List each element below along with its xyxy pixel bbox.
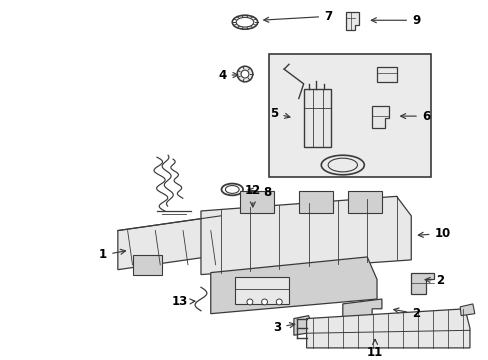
Text: 13: 13 <box>171 296 195 309</box>
Text: 4: 4 <box>218 68 238 81</box>
Bar <box>298 192 332 213</box>
Polygon shape <box>201 196 410 275</box>
Polygon shape <box>293 316 311 335</box>
Bar <box>132 255 162 275</box>
Bar <box>376 67 396 82</box>
Polygon shape <box>371 106 388 128</box>
Bar <box>303 89 330 147</box>
Polygon shape <box>306 309 469 348</box>
Text: 5: 5 <box>270 107 289 120</box>
Polygon shape <box>459 304 474 316</box>
Text: 10: 10 <box>417 227 450 240</box>
Text: 2: 2 <box>424 274 444 287</box>
Text: 8: 8 <box>247 186 271 199</box>
Polygon shape <box>210 257 376 314</box>
Circle shape <box>276 299 282 305</box>
Text: 3: 3 <box>273 321 294 334</box>
Text: 2: 2 <box>393 307 419 320</box>
Circle shape <box>237 66 252 82</box>
Polygon shape <box>342 299 381 321</box>
Polygon shape <box>118 216 220 270</box>
Circle shape <box>246 299 252 305</box>
Text: 6: 6 <box>400 109 429 123</box>
Text: 1: 1 <box>99 248 125 261</box>
Text: 7: 7 <box>263 10 331 23</box>
Bar <box>235 276 288 304</box>
Polygon shape <box>410 273 433 294</box>
Text: 12: 12 <box>244 184 261 207</box>
Text: 11: 11 <box>366 339 383 359</box>
Bar <box>347 192 381 213</box>
Circle shape <box>241 70 248 78</box>
Polygon shape <box>345 13 359 30</box>
Text: 9: 9 <box>370 14 419 27</box>
Bar <box>269 54 430 177</box>
Bar <box>240 192 274 213</box>
Circle shape <box>261 299 267 305</box>
